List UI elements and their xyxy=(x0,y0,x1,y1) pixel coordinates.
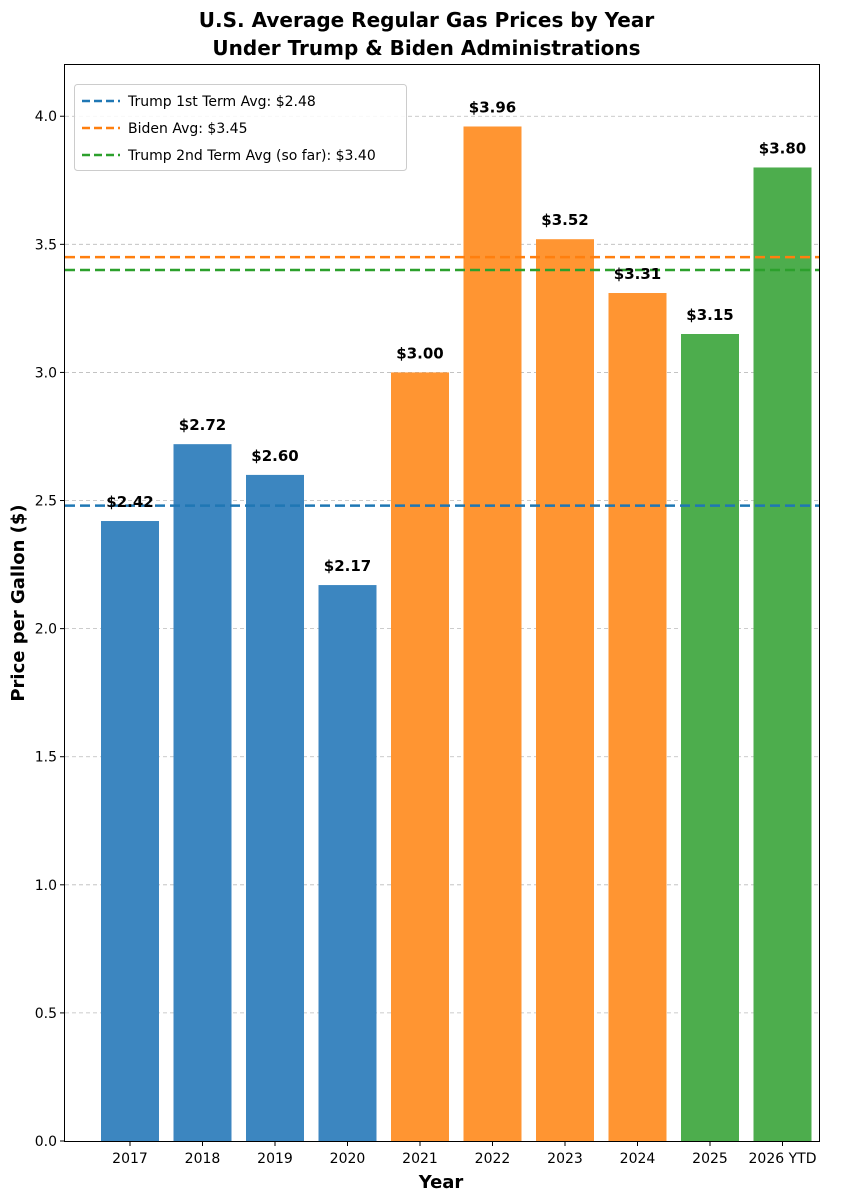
x-tick-label: 2020 xyxy=(330,1151,366,1167)
y-tick-label: 2.0 xyxy=(35,622,57,638)
bar-value-label: $2.17 xyxy=(324,557,371,575)
legend-box xyxy=(74,84,407,171)
x-tick-label: 2019 xyxy=(257,1151,293,1167)
bar xyxy=(681,334,739,1141)
x-tick-label: 2025 xyxy=(692,1151,728,1167)
y-tick-label: 3.0 xyxy=(35,365,57,381)
legend-label: Trump 1st Term Avg: $2.48 xyxy=(127,94,316,110)
y-axis-ticks: 0.0 0.5 1.0 1.5 2.0 2.5 3.0 3.5 4.0 xyxy=(35,109,65,1150)
y-tick-label: 1.5 xyxy=(35,750,57,766)
legend-label: Biden Avg: $3.45 xyxy=(128,121,248,137)
y-tick-label: 0.5 xyxy=(35,1006,57,1022)
x-tick-label: 2018 xyxy=(185,1151,221,1167)
bar xyxy=(318,585,377,1141)
bar xyxy=(391,372,449,1141)
chart-title-line-1: U.S. Average Regular Gas Prices by Year xyxy=(198,8,655,32)
bar xyxy=(753,167,812,1141)
y-tick-label: 2.5 xyxy=(35,494,57,510)
y-tick-label: 3.5 xyxy=(35,237,57,253)
chart-title: U.S. Average Regular Gas Prices by Year … xyxy=(0,6,853,62)
bar xyxy=(173,444,232,1142)
bar xyxy=(246,474,304,1141)
y-tick-label: 1.0 xyxy=(35,878,57,894)
bar xyxy=(536,239,594,1141)
bar xyxy=(463,126,522,1141)
bar xyxy=(608,293,667,1141)
bar-value-label: $3.31 xyxy=(614,265,661,283)
bar-value-label: $3.96 xyxy=(469,98,516,116)
bars xyxy=(101,126,812,1142)
y-tick-label: 0.0 xyxy=(35,1134,57,1150)
bar-value-label: $2.60 xyxy=(251,447,298,465)
bar-value-label: $3.15 xyxy=(686,306,733,324)
x-axis-label: Year xyxy=(418,1172,464,1193)
x-tick-label: 2022 xyxy=(475,1151,511,1167)
bar-value-labels: $2.42 $2.72 $2.60 $2.17 $3.00 $3.96 $3.52 $3.31… xyxy=(106,98,806,575)
x-tick-label: 2024 xyxy=(620,1151,656,1167)
bar xyxy=(101,521,159,1141)
reference-lines xyxy=(65,255,820,507)
x-axis-ticks: 2017 2018 2019 2020 2021 2022 2023 2024 2025 2026… xyxy=(112,1141,816,1167)
y-axis-label: Price per Gallon ($) xyxy=(8,504,29,701)
bar-value-label: $3.52 xyxy=(541,211,588,229)
bar-value-label: $3.00 xyxy=(396,344,443,362)
bar-value-label: $2.42 xyxy=(106,493,153,511)
x-tick-label: 2021 xyxy=(402,1151,438,1167)
x-tick-label: 2023 xyxy=(547,1151,583,1167)
x-tick-label: 2017 xyxy=(112,1151,148,1167)
legend-label: Trump 2nd Term Avg (so far): $3.40 xyxy=(127,148,376,164)
bar-value-label: $3.80 xyxy=(759,139,806,157)
legend: Trump 1st Term Avg: $2.48 Biden Avg: $3.4… xyxy=(74,84,407,171)
y-tick-label: 4.0 xyxy=(35,109,57,125)
bar-value-label: $2.72 xyxy=(179,416,226,434)
chart-title-line-2: Under Trump & Biden Administrations xyxy=(212,36,641,60)
x-tick-label: 2026 YTD xyxy=(749,1151,817,1167)
plot-frame xyxy=(64,64,820,1142)
